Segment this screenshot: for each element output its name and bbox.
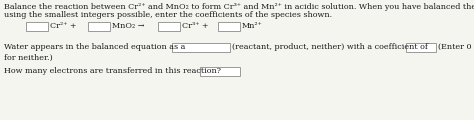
Text: (Enter 0: (Enter 0 [438,43,472,51]
Text: Balance the reaction between Cr²⁺ and MnO₂ to form Cr³⁺ and Mn²⁺ in acidic solut: Balance the reaction between Cr²⁺ and Mn… [4,3,474,11]
FancyBboxPatch shape [88,22,110,31]
Text: Water appears in the balanced equation as a: Water appears in the balanced equation a… [4,43,185,51]
FancyBboxPatch shape [218,22,240,31]
FancyBboxPatch shape [172,43,230,52]
Text: using the smallest integers possible, enter the coefficients of the species show: using the smallest integers possible, en… [4,11,332,19]
Text: How many electrons are transferred in this reaction?: How many electrons are transferred in th… [4,67,221,75]
Text: Cr²⁺ +: Cr²⁺ + [50,22,76,30]
Text: for neither.): for neither.) [4,54,53,62]
FancyBboxPatch shape [406,43,436,52]
Text: Mn²⁺: Mn²⁺ [242,22,263,30]
Text: MnO₂ →: MnO₂ → [112,22,145,30]
FancyBboxPatch shape [200,67,240,76]
FancyBboxPatch shape [26,22,48,31]
FancyBboxPatch shape [158,22,180,31]
Text: (reactant, product, neither) with a coefficient of: (reactant, product, neither) with a coef… [232,43,428,51]
Text: Cr³⁺ +: Cr³⁺ + [182,22,209,30]
